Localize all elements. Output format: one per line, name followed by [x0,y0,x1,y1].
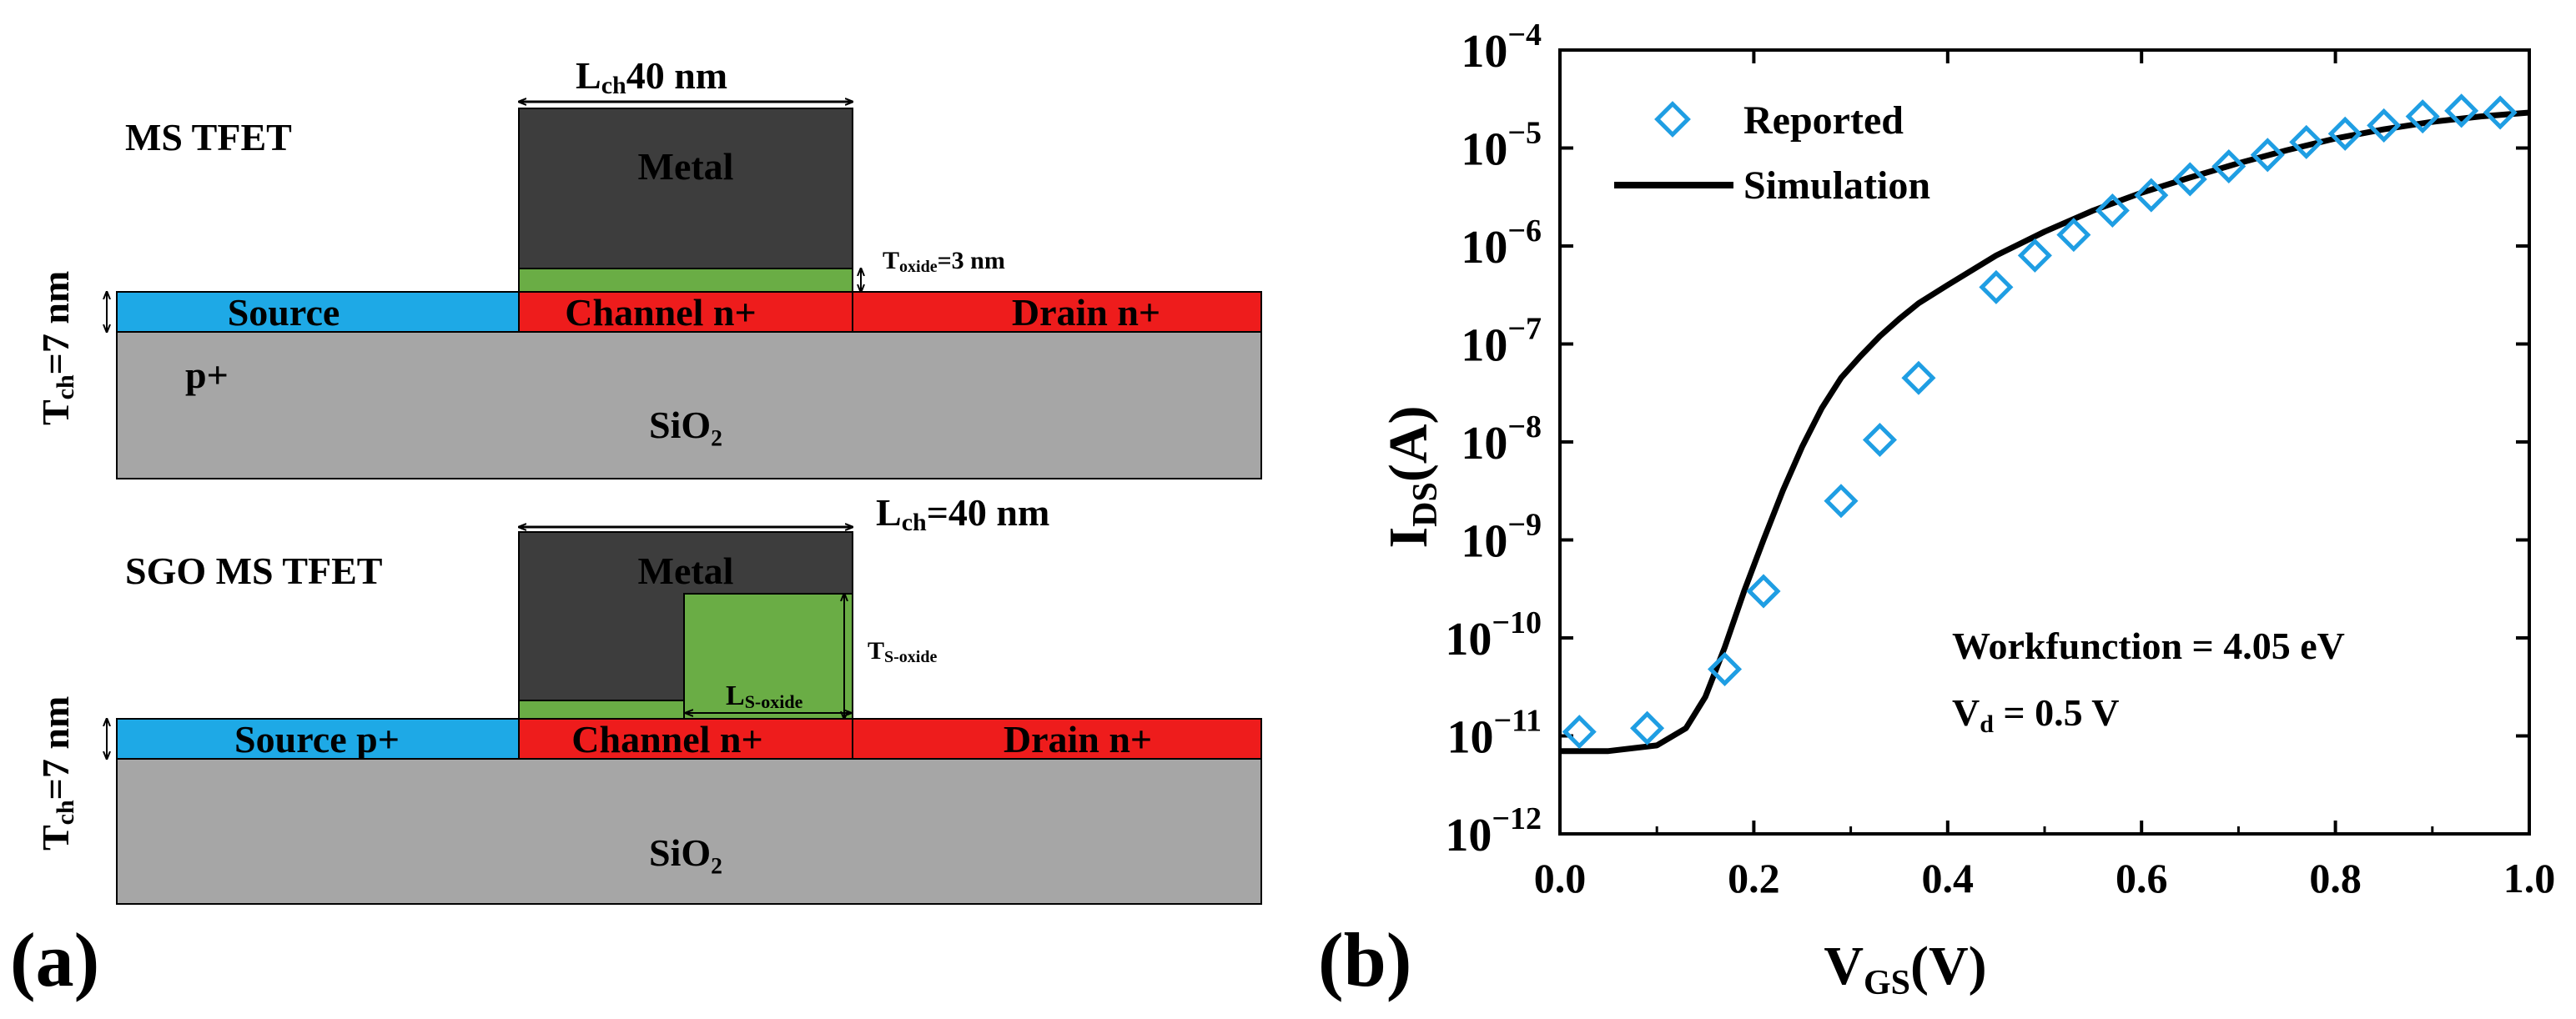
device1-metal-gate [518,108,853,269]
x-tick-label: 0.6 [2116,855,2168,901]
device1-substrate-doping: p+ [185,354,229,396]
reported-point [2444,93,2479,128]
reported-point [1630,710,1665,745]
iv-chart: 0.0 0.2 0.4 0.6 0.8 1.0 10−12 10−11 10−10 10−9 10−… [1445,18,2555,901]
device2-thin-oxide [518,700,685,720]
reported-point [1979,269,2014,304]
annotation-vd-value: = 0.5 V [2003,691,2119,734]
reported-point [2405,99,2440,134]
y-tick-label: 10−11 [1446,704,1542,764]
reported-point [1708,651,1743,686]
reported-point [2289,124,2324,159]
device2-substrate-label: SiO₂ [649,831,722,874]
device2-lch-label: Lch=40 nm [876,491,1049,536]
chart-legend: Reported Simulation [1614,98,1930,208]
panel-b-label: (b) [1318,917,1411,1002]
reported-point [1746,574,1781,609]
legend-label-simulation: Simulation [1743,163,1930,208]
device1-toxide-label: Toxide=3 nm [883,247,1005,276]
device1-toxide-value: =3 nm [938,247,1005,274]
reported-point [2250,138,2285,173]
x-axis-title: VGS(V) [1824,936,1986,1002]
device1-source-label: Source [228,291,340,334]
device2-tch-value: =7 nm [34,696,77,801]
reported-point [2134,178,2169,213]
device1-channel-label: Channel n+ [565,291,756,334]
device2-title: SGO MS TFET [125,550,382,592]
device2-drain-label: Drain n+ [1004,718,1152,760]
device1-metal-label: Metal [638,145,734,188]
y-tick-label: 10−6 [1461,213,1542,274]
y-axis-title: IDS(A) [1378,405,1445,548]
reported-point [1862,422,1897,458]
panel-a: MS TFET Lch40 nm Metal Toxide=3 nm Sourc… [10,54,1262,1002]
device2-substrate [116,758,1262,905]
device2-tch-label: Tch=7 nm [34,696,79,851]
legend-marker-reported [1654,101,1691,138]
reported-point [1901,360,1936,395]
device1-tch-label: Tch=7 nm [34,271,79,425]
device2-lch-value: 40 nm [948,491,1049,534]
x-tick-label: 0.2 [1728,855,1780,901]
annotation-vd: Vd = 0.5 V [1952,691,2120,738]
reported-point [2211,148,2246,184]
device2-ls-oxide-value: S-oxide [745,691,803,712]
annotation-workfunction: Workfunction = 4.05 eV [1952,625,2345,667]
device2-drain-region [852,718,1262,760]
reported-point [2095,193,2130,228]
legend-label-reported: Reported [1743,98,1904,143]
device-ms-tfet: MS TFET Lch40 nm Metal Toxide=3 nm Sourc… [34,54,1262,479]
device2-ts-oxide-value: S-oxide [884,648,937,666]
reported-point [2172,162,2207,197]
y-tick-label: 10−8 [1461,409,1542,469]
device1-lch-value: 40 nm [626,54,727,97]
reported-point [1824,484,1859,519]
device2-metal-label: Metal [638,550,734,592]
device2-source-region [116,718,520,760]
y-tick-label: 10−5 [1461,116,1542,176]
y-tick-label: 10−10 [1445,605,1542,665]
device1-drain-label: Drain n+ [1012,291,1160,334]
x-tick-label: 1.0 [2503,855,2556,901]
y-tick-label: 10−7 [1461,312,1542,372]
panel-a-label: (a) [10,917,99,1002]
device-sgo-ms-tfet: SGO MS TFET Lch=40 nm Metal LS-oxide TS-… [34,491,1262,905]
device1-tch-value: =7 nm [34,271,77,375]
device2-stepped-oxide [683,593,853,720]
device1-gate-oxide [518,268,853,293]
device1-title: MS TFET [125,116,292,158]
x-tick-label: 0.0 [1534,855,1587,901]
device1-substrate-label: SiO₂ [649,404,722,446]
reported-point [2483,95,2518,130]
x-tick-label: 0.8 [2309,855,2362,901]
x-tick-label: 0.4 [1922,855,1975,901]
y-tick-label: 10−9 [1461,508,1542,568]
y-tick-label: 10−12 [1445,801,1542,861]
reported-point [2056,218,2091,253]
device1-channel-region [518,291,853,333]
y-tick-label: 10−4 [1461,18,1542,78]
reported-point [2327,116,2362,151]
device2-source-label: Source p+ [234,718,400,760]
device1-lch-label: Lch40 nm [576,54,727,99]
reported-point [2367,108,2402,143]
reported-point [1562,715,1597,750]
device1-drain-region [852,291,1262,333]
device2-channel-label: Channel n+ [571,718,762,760]
device2-ts-oxide-label: TS-oxide [868,637,937,666]
device1-substrate [116,331,1262,479]
panel-b: (b) 0.0 0.2 0.4 0.6 0.8 1.0 10−12 10−11 10−10 10−… [1318,18,2555,1002]
reported-point [2017,238,2052,273]
